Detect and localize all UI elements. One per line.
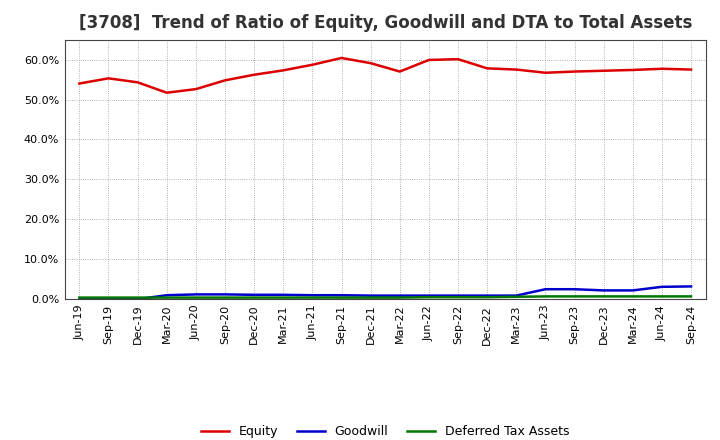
- Equity: [657, 66, 666, 71]
- Goodwill: [570, 286, 579, 292]
- Equity: [366, 61, 375, 66]
- Deferred Tax Assets: [104, 295, 113, 300]
- Deferred Tax Assets: [279, 295, 287, 300]
- Line: Equity: Equity: [79, 58, 691, 93]
- Equity: [512, 67, 521, 72]
- Legend: Equity, Goodwill, Deferred Tax Assets: Equity, Goodwill, Deferred Tax Assets: [202, 425, 569, 438]
- Goodwill: [220, 292, 229, 297]
- Equity: [192, 87, 200, 92]
- Equity: [104, 76, 113, 81]
- Deferred Tax Assets: [657, 294, 666, 299]
- Equity: [337, 55, 346, 61]
- Deferred Tax Assets: [425, 294, 433, 300]
- Deferred Tax Assets: [337, 295, 346, 300]
- Deferred Tax Assets: [133, 295, 142, 300]
- Equity: [308, 62, 317, 67]
- Goodwill: [395, 293, 404, 298]
- Deferred Tax Assets: [75, 295, 84, 300]
- Goodwill: [133, 297, 142, 302]
- Goodwill: [541, 286, 550, 292]
- Equity: [599, 68, 608, 73]
- Goodwill: [483, 293, 492, 298]
- Deferred Tax Assets: [395, 295, 404, 300]
- Goodwill: [250, 292, 258, 297]
- Goodwill: [366, 293, 375, 298]
- Equity: [629, 67, 637, 73]
- Goodwill: [192, 292, 200, 297]
- Goodwill: [425, 293, 433, 298]
- Equity: [220, 78, 229, 83]
- Goodwill: [657, 284, 666, 290]
- Deferred Tax Assets: [192, 295, 200, 300]
- Equity: [570, 69, 579, 74]
- Goodwill: [104, 297, 113, 302]
- Goodwill: [687, 284, 696, 289]
- Title: [3708]  Trend of Ratio of Equity, Goodwill and DTA to Total Assets: [3708] Trend of Ratio of Equity, Goodwil…: [78, 15, 692, 33]
- Goodwill: [599, 288, 608, 293]
- Deferred Tax Assets: [599, 294, 608, 299]
- Goodwill: [337, 293, 346, 298]
- Goodwill: [629, 288, 637, 293]
- Equity: [133, 80, 142, 85]
- Deferred Tax Assets: [570, 294, 579, 299]
- Deferred Tax Assets: [454, 294, 462, 300]
- Deferred Tax Assets: [366, 295, 375, 300]
- Equity: [541, 70, 550, 75]
- Deferred Tax Assets: [220, 295, 229, 300]
- Deferred Tax Assets: [512, 294, 521, 300]
- Goodwill: [512, 293, 521, 298]
- Goodwill: [163, 293, 171, 298]
- Line: Goodwill: Goodwill: [79, 286, 691, 299]
- Equity: [687, 67, 696, 72]
- Equity: [163, 90, 171, 95]
- Deferred Tax Assets: [541, 294, 550, 299]
- Deferred Tax Assets: [250, 295, 258, 300]
- Equity: [75, 81, 84, 86]
- Equity: [454, 56, 462, 62]
- Goodwill: [75, 297, 84, 302]
- Equity: [250, 72, 258, 77]
- Equity: [483, 66, 492, 71]
- Deferred Tax Assets: [308, 295, 317, 300]
- Deferred Tax Assets: [483, 294, 492, 300]
- Goodwill: [454, 293, 462, 298]
- Equity: [395, 69, 404, 74]
- Deferred Tax Assets: [163, 295, 171, 300]
- Deferred Tax Assets: [629, 294, 637, 299]
- Equity: [279, 68, 287, 73]
- Goodwill: [308, 293, 317, 298]
- Deferred Tax Assets: [687, 294, 696, 299]
- Equity: [425, 57, 433, 62]
- Goodwill: [279, 292, 287, 297]
